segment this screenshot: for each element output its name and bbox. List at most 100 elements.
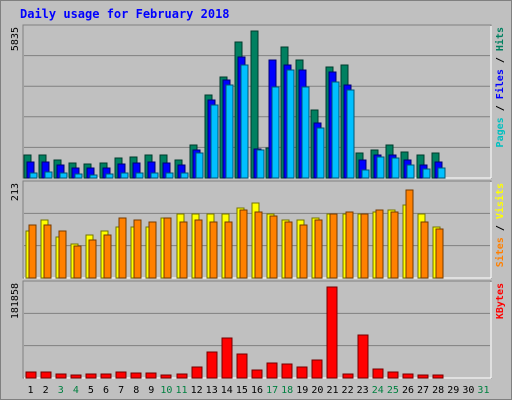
x-tick-23: 23 bbox=[357, 385, 369, 396]
bar-pages-21 bbox=[331, 81, 340, 179]
x-tick-13: 13 bbox=[206, 385, 218, 396]
x-tick-29: 29 bbox=[447, 385, 459, 396]
bar-sites-4 bbox=[73, 245, 82, 279]
x-tick-3: 3 bbox=[58, 385, 64, 396]
bar-kbytes-9 bbox=[145, 372, 157, 379]
bar-pages-1 bbox=[29, 172, 38, 179]
bar-pages-8 bbox=[135, 172, 144, 179]
bar-kbytes-13 bbox=[206, 351, 218, 379]
bar-kbytes-22 bbox=[342, 373, 354, 379]
bar-sites-28 bbox=[435, 228, 444, 279]
bar-pages-5 bbox=[89, 174, 98, 179]
legend-entry-2: Files bbox=[494, 69, 506, 99]
x-tick-7: 7 bbox=[118, 385, 124, 396]
bar-kbytes-20 bbox=[311, 359, 323, 379]
bar-sites-13 bbox=[209, 221, 218, 279]
bar-kbytes-12 bbox=[191, 366, 203, 379]
bar-kbytes-21 bbox=[326, 286, 338, 379]
legend-entry-1: / bbox=[495, 219, 506, 237]
bar-sites-10 bbox=[163, 217, 172, 279]
bar-sites-1 bbox=[28, 224, 37, 279]
bar-sites-15 bbox=[239, 209, 248, 279]
x-tick-12: 12 bbox=[191, 385, 203, 396]
bar-sites-19 bbox=[299, 224, 308, 279]
legend-entry-0: Pages bbox=[495, 117, 506, 147]
bar-pages-28 bbox=[437, 167, 446, 179]
bar-pages-19 bbox=[301, 86, 310, 179]
x-tick-30: 30 bbox=[462, 385, 474, 396]
bar-pages-23 bbox=[361, 169, 370, 179]
ymax-label-middle: 213 bbox=[10, 183, 21, 201]
bar-kbytes-5 bbox=[85, 373, 97, 379]
x-tick-20: 20 bbox=[311, 385, 323, 396]
bar-pages-17 bbox=[271, 86, 280, 179]
legend-entry-1: / bbox=[495, 99, 506, 117]
x-tick-11: 11 bbox=[175, 385, 187, 396]
x-tick-25: 25 bbox=[387, 385, 399, 396]
bar-kbytes-3 bbox=[55, 373, 67, 379]
bar-pages-13 bbox=[210, 104, 219, 179]
bar-kbytes-1 bbox=[25, 371, 37, 379]
x-tick-8: 8 bbox=[133, 385, 139, 396]
bar-sites-6 bbox=[103, 234, 112, 279]
bar-sites-11 bbox=[179, 221, 188, 279]
bar-pages-12 bbox=[195, 152, 204, 179]
bar-kbytes-15 bbox=[236, 353, 248, 379]
x-tick-14: 14 bbox=[221, 385, 233, 396]
bar-kbytes-7 bbox=[115, 371, 127, 379]
bar-kbytes-23 bbox=[357, 334, 369, 379]
bar-pages-27 bbox=[422, 168, 431, 179]
bar-pages-7 bbox=[120, 172, 129, 179]
bar-kbytes-10 bbox=[160, 374, 172, 379]
bar-pages-15 bbox=[240, 64, 249, 179]
x-tick-1: 1 bbox=[28, 385, 34, 396]
bar-pages-25 bbox=[391, 157, 400, 179]
bar-sites-26 bbox=[405, 189, 414, 279]
bar-sites-2 bbox=[43, 224, 52, 279]
bar-sites-5 bbox=[88, 239, 97, 279]
bar-kbytes-11 bbox=[176, 373, 188, 379]
bar-pages-4 bbox=[74, 173, 83, 179]
bar-pages-2 bbox=[44, 171, 53, 179]
bar-sites-27 bbox=[420, 221, 429, 279]
x-tick-17: 17 bbox=[266, 385, 278, 396]
bar-pages-9 bbox=[150, 172, 159, 179]
x-tick-24: 24 bbox=[372, 385, 384, 396]
bar-sites-23 bbox=[360, 213, 369, 279]
legend-top: Pages / Files / Hits bbox=[494, 27, 506, 147]
x-tick-9: 9 bbox=[148, 385, 154, 396]
x-tick-2: 2 bbox=[43, 385, 49, 396]
panel-bottom bbox=[22, 280, 492, 379]
x-tick-18: 18 bbox=[281, 385, 293, 396]
x-tick-10: 10 bbox=[160, 385, 172, 396]
x-tick-5: 5 bbox=[88, 385, 94, 396]
x-tick-22: 22 bbox=[342, 385, 354, 396]
x-tick-19: 19 bbox=[296, 385, 308, 396]
bar-sites-18 bbox=[284, 221, 293, 279]
bar-kbytes-2 bbox=[40, 371, 52, 379]
bar-sites-14 bbox=[224, 221, 233, 279]
bar-pages-24 bbox=[376, 156, 385, 179]
bar-sites-12 bbox=[194, 219, 203, 279]
bar-kbytes-17 bbox=[266, 362, 278, 379]
bar-kbytes-19 bbox=[296, 366, 308, 379]
x-tick-26: 26 bbox=[402, 385, 414, 396]
bar-pages-16 bbox=[256, 149, 265, 179]
bar-kbytes-18 bbox=[281, 363, 293, 379]
legend-bottom: KBytes bbox=[495, 283, 506, 319]
x-tick-28: 28 bbox=[432, 385, 444, 396]
x-tick-4: 4 bbox=[73, 385, 79, 396]
bar-sites-16 bbox=[254, 211, 263, 279]
bar-pages-20 bbox=[316, 127, 325, 179]
bar-sites-20 bbox=[314, 219, 323, 279]
legend-entry-4: Hits bbox=[494, 27, 506, 51]
bar-pages-3 bbox=[59, 172, 68, 179]
bar-kbytes-26 bbox=[402, 373, 414, 379]
bar-pages-22 bbox=[346, 89, 355, 179]
bar-sites-24 bbox=[375, 209, 384, 279]
bar-sites-8 bbox=[133, 219, 142, 279]
bar-pages-11 bbox=[180, 172, 189, 179]
legend-entry-3: / bbox=[495, 51, 506, 69]
bar-kbytes-8 bbox=[130, 372, 142, 379]
legend-entry-0: Sites bbox=[494, 237, 506, 267]
